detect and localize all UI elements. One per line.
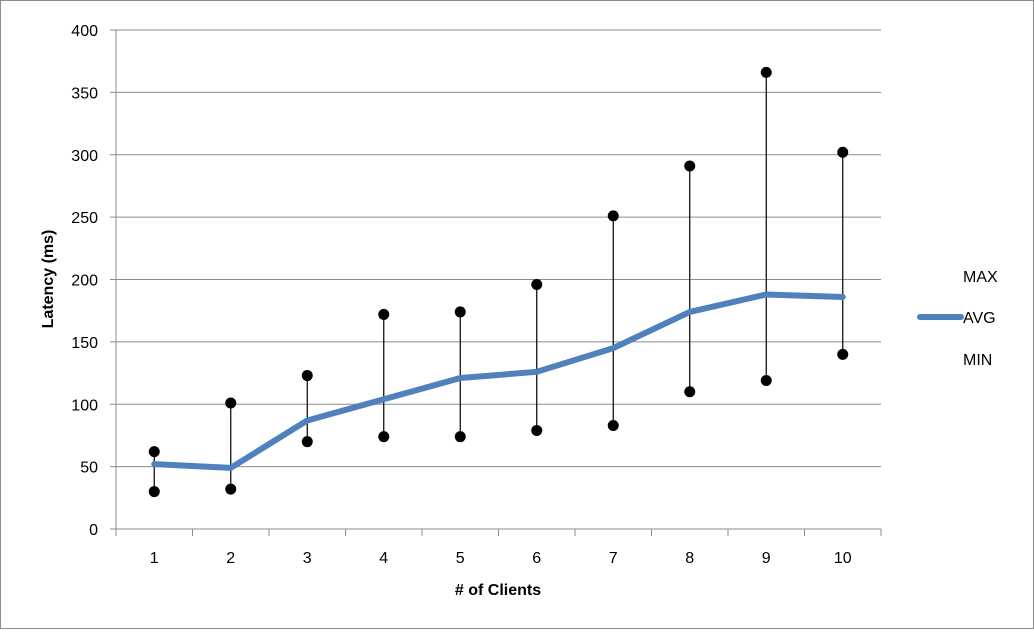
y-tick-label: 400 bbox=[71, 23, 98, 40]
axes bbox=[110, 29, 882, 536]
y-tick-label: 200 bbox=[71, 273, 98, 290]
max-point bbox=[378, 308, 390, 320]
y-tick-labels: 0 50 100 150 200 250 300 350 400 bbox=[71, 23, 98, 539]
max-point bbox=[148, 446, 160, 458]
max-point bbox=[837, 146, 849, 158]
min-point bbox=[531, 424, 543, 436]
x-tick-label: 2 bbox=[226, 550, 235, 567]
hi-lo-lines bbox=[153, 72, 844, 492]
x-tick-label: 1 bbox=[150, 550, 159, 567]
legend-avg-label: AVG bbox=[963, 310, 996, 327]
min-point bbox=[301, 436, 313, 448]
x-tick-label: 10 bbox=[834, 550, 852, 567]
max-point bbox=[225, 397, 237, 409]
y-tick-label: 100 bbox=[71, 397, 98, 414]
x-tick-label: 8 bbox=[685, 550, 694, 567]
gridlines bbox=[116, 29, 881, 468]
legend-max-label: MAX bbox=[963, 269, 998, 286]
x-tick-label: 6 bbox=[532, 550, 541, 567]
max-point bbox=[684, 160, 696, 172]
max-point bbox=[454, 306, 466, 318]
legend-min-label: MIN bbox=[963, 352, 992, 369]
x-tick-label: 5 bbox=[456, 550, 465, 567]
y-tick-label: 50 bbox=[80, 460, 98, 477]
min-point bbox=[148, 486, 160, 498]
y-tick-label: 300 bbox=[71, 148, 98, 165]
max-point bbox=[760, 66, 772, 78]
x-tick-labels: 1 2 3 4 5 6 7 8 9 10 bbox=[150, 550, 852, 567]
legend: MAX AVG MIN bbox=[917, 269, 998, 369]
y-tick-label: 250 bbox=[71, 210, 98, 227]
avg-series-line bbox=[151, 291, 846, 471]
min-point bbox=[760, 375, 772, 387]
max-point bbox=[607, 210, 619, 222]
x-tick-label: 4 bbox=[379, 550, 388, 567]
series bbox=[148, 66, 849, 498]
y-tick-label: 0 bbox=[89, 522, 98, 539]
x-tick-label: 9 bbox=[762, 550, 771, 567]
min-point bbox=[607, 419, 619, 431]
min-point bbox=[684, 386, 696, 398]
x-tick-label: 7 bbox=[609, 550, 618, 567]
min-point bbox=[837, 348, 849, 360]
y-tick-label: 350 bbox=[71, 85, 98, 102]
min-point bbox=[225, 483, 237, 495]
max-point bbox=[301, 370, 313, 382]
y-tick-label: 150 bbox=[71, 335, 98, 352]
y-axis-title: Latency (ms) bbox=[40, 230, 57, 329]
max-point bbox=[531, 278, 543, 290]
x-tick-label: 3 bbox=[303, 550, 312, 567]
min-point bbox=[454, 431, 466, 443]
min-point bbox=[378, 431, 390, 443]
x-axis-title: # of Clients bbox=[455, 582, 541, 599]
